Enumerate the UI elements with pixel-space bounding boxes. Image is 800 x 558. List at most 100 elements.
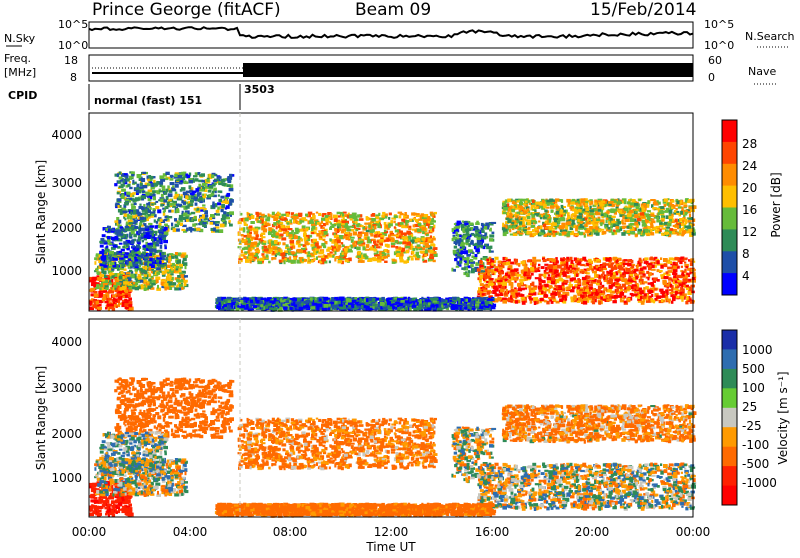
power-cell xyxy=(418,219,422,221)
power-cell xyxy=(218,199,222,202)
power-cell xyxy=(120,180,123,182)
power-cell xyxy=(504,293,508,296)
power-cell xyxy=(144,262,147,265)
power-cell xyxy=(112,295,116,298)
power-cell xyxy=(124,218,126,220)
power-cell xyxy=(181,274,184,277)
power-cell xyxy=(114,220,118,223)
power-cell xyxy=(626,282,629,285)
power-cell xyxy=(549,258,553,261)
power-cell xyxy=(124,255,128,258)
power-cell xyxy=(262,246,264,249)
power-cell xyxy=(456,232,458,236)
power-cell xyxy=(572,268,576,270)
power-cell xyxy=(573,295,576,297)
power-cell xyxy=(324,231,328,235)
power-cell xyxy=(178,175,183,179)
power-cell xyxy=(637,264,639,266)
power-cell xyxy=(229,224,233,227)
power-cell xyxy=(169,203,174,206)
power-cell xyxy=(238,258,242,260)
power-cell xyxy=(373,241,376,244)
power-cell xyxy=(592,301,595,304)
power-cell xyxy=(164,283,169,287)
power-cell xyxy=(141,254,144,258)
power-cell xyxy=(380,235,384,238)
power-cell xyxy=(636,266,639,269)
power-cell xyxy=(459,235,462,237)
power-cell xyxy=(220,196,224,199)
power-cell xyxy=(202,204,205,206)
power-cell xyxy=(122,276,124,279)
power-cell xyxy=(556,280,559,283)
power-cell xyxy=(452,228,454,232)
power-cell xyxy=(457,254,461,256)
power-cell xyxy=(669,292,673,294)
power-cell xyxy=(590,281,592,284)
power-cell xyxy=(680,296,684,300)
power-cell xyxy=(482,237,486,239)
power-cell xyxy=(517,274,520,277)
power-cell xyxy=(96,284,99,288)
power-cell xyxy=(466,257,469,260)
power-cell xyxy=(254,231,259,234)
power-cell xyxy=(173,228,177,232)
power-cell xyxy=(323,239,326,241)
power-cell xyxy=(431,214,434,217)
power-cell xyxy=(317,246,321,248)
power-cell xyxy=(570,279,574,281)
power-cell xyxy=(433,247,437,250)
power-cell xyxy=(521,261,525,264)
power-cell xyxy=(181,287,184,290)
power-cell xyxy=(562,292,566,294)
power-cell xyxy=(221,179,225,183)
power-cell xyxy=(350,233,352,236)
power-cell xyxy=(606,299,610,302)
power-cell xyxy=(153,196,156,200)
power-cell xyxy=(589,286,593,289)
power-cell xyxy=(176,210,180,213)
power-cell xyxy=(122,264,124,268)
power-cell xyxy=(164,224,168,226)
power-cell xyxy=(131,240,135,244)
power-cell xyxy=(123,281,127,285)
power-cell xyxy=(469,223,473,226)
power-cell xyxy=(286,213,288,217)
power-cell xyxy=(470,259,473,262)
power-cell xyxy=(620,286,623,289)
power-cell xyxy=(119,177,123,180)
power-cell xyxy=(453,237,457,240)
power-cell xyxy=(650,298,653,302)
power-cell xyxy=(91,293,94,296)
power-cell xyxy=(413,218,416,221)
power-cell xyxy=(424,215,428,218)
power-cell xyxy=(268,232,271,234)
power-cell xyxy=(102,234,106,237)
power-cell xyxy=(334,218,338,222)
power-cell xyxy=(686,273,689,276)
power-cell xyxy=(487,291,490,295)
power-cell xyxy=(215,224,219,226)
power-cell xyxy=(199,174,203,177)
power-cell xyxy=(155,206,159,209)
power-cell xyxy=(411,258,414,261)
power-cell xyxy=(615,282,619,285)
power-cell xyxy=(249,232,252,235)
power-cell xyxy=(218,190,221,192)
power-cell xyxy=(281,225,285,229)
power-cell xyxy=(379,220,381,222)
power-cell xyxy=(644,257,648,260)
power-cell xyxy=(481,291,484,293)
power-cell xyxy=(367,260,371,262)
power-cell xyxy=(497,280,501,282)
power-cell xyxy=(538,264,540,266)
power-cell xyxy=(186,219,189,222)
power-cell xyxy=(318,256,321,258)
power-cell xyxy=(123,241,127,244)
power-cell xyxy=(154,214,157,217)
power-cell xyxy=(133,212,137,215)
power-cell xyxy=(555,292,557,296)
power-cell xyxy=(118,220,121,224)
power-cell xyxy=(536,259,541,261)
power-cell xyxy=(556,273,560,276)
